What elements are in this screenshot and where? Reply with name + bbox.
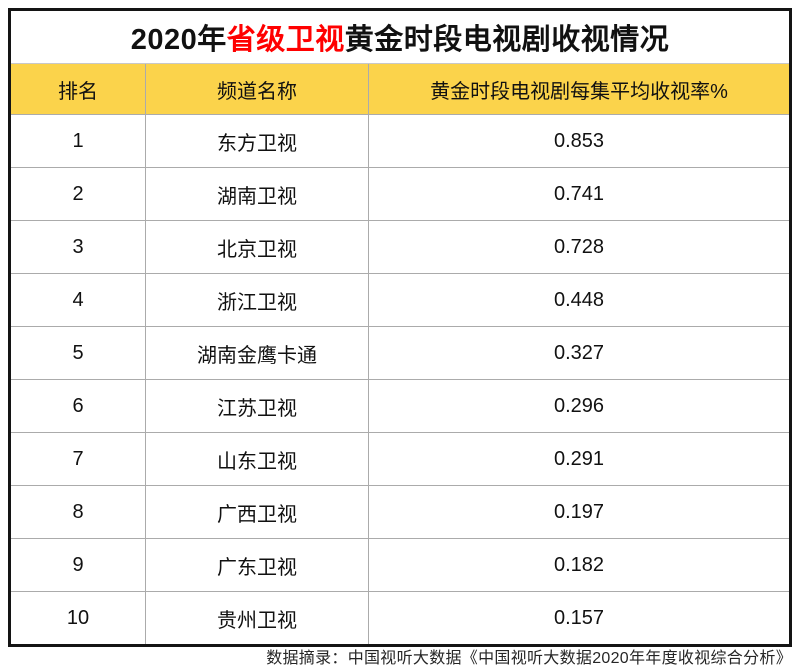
- rank-cell: 4: [72, 288, 84, 311]
- ratings-table: 2020年 省级卫视 黄金时段电视剧收视情况 排名 频道名称 黄金时段电视剧每集平均…: [8, 8, 792, 647]
- rank-cell: 2: [72, 182, 84, 205]
- table-row: 7 山东卫视 0.291: [11, 432, 789, 485]
- channel-cell: 湖南卫视: [145, 168, 368, 220]
- channel-cell: 东方卫视: [145, 115, 368, 167]
- table-row: 8 广西卫视 0.197: [11, 485, 789, 538]
- table-header-row: 排名 频道名称 黄金时段电视剧每集平均收视率%: [11, 63, 789, 114]
- rating-cell: 0.296: [368, 380, 789, 432]
- rank-cell: 8: [72, 500, 84, 523]
- rating-cell: 0.448: [368, 274, 789, 326]
- rank-cell: 6: [72, 394, 84, 417]
- rank-cell: 3: [72, 235, 84, 258]
- rank-cell: 10: [66, 606, 90, 629]
- table-row: 5 湖南金鹰卡通 0.327: [11, 326, 789, 379]
- rating-cell: 0.157: [368, 592, 789, 644]
- title-prefix: 2020年: [130, 24, 227, 56]
- table-title: 2020年 省级卫视 黄金时段电视剧收视情况: [11, 11, 789, 63]
- rating-cell: 0.741: [368, 168, 789, 220]
- source-note: 数据摘录：中国视听大数据《中国视听大数据2020年年度收视综合分析》: [266, 650, 792, 667]
- rating-cell: 0.291: [368, 433, 789, 485]
- table-row: 3 北京卫视 0.728: [11, 220, 789, 273]
- channel-cell: 湖南金鹰卡通: [145, 327, 368, 379]
- channel-cell: 江苏卫视: [145, 380, 368, 432]
- channel-cell: 广东卫视: [145, 539, 368, 591]
- rating-cell: 0.728: [368, 221, 789, 273]
- title-highlight: 省级卫视: [226, 24, 345, 56]
- channel-cell: 北京卫视: [145, 221, 368, 273]
- rating-cell: 0.197: [368, 486, 789, 538]
- rating-cell: 0.327: [368, 327, 789, 379]
- column-header-rating: 黄金时段电视剧每集平均收视率%: [368, 64, 789, 114]
- table-row: 4 浙江卫视 0.448: [11, 273, 789, 326]
- rank-cell: 9: [72, 553, 84, 576]
- rank-cell: 7: [72, 447, 84, 470]
- table-row: 9 广东卫视 0.182: [11, 538, 789, 591]
- channel-cell: 广西卫视: [145, 486, 368, 538]
- column-header-rank: 排名: [58, 80, 98, 103]
- column-header-channel: 频道名称: [145, 64, 368, 114]
- channel-cell: 山东卫视: [145, 433, 368, 485]
- table-row: 1 东方卫视 0.853: [11, 114, 789, 167]
- table-row: 6 江苏卫视 0.296: [11, 379, 789, 432]
- title-suffix: 黄金时段电视剧收视情况: [344, 24, 670, 56]
- rating-cell: 0.182: [368, 539, 789, 591]
- table-row: 2 湖南卫视 0.741: [11, 167, 789, 220]
- rank-cell: 5: [72, 341, 84, 364]
- channel-cell: 贵州卫视: [145, 592, 368, 644]
- channel-cell: 浙江卫视: [145, 274, 368, 326]
- rating-cell: 0.853: [368, 115, 789, 167]
- table-row: 10 贵州卫视 0.157: [11, 591, 789, 644]
- rank-cell: 1: [72, 129, 84, 152]
